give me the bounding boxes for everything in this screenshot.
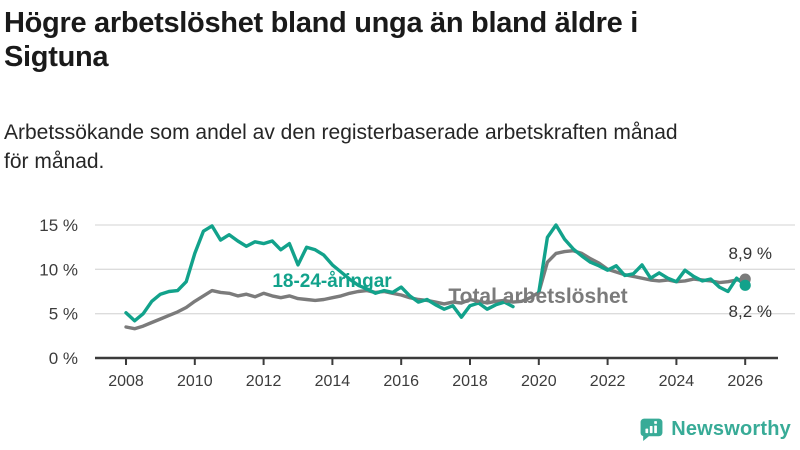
x-axis-label: 2022	[590, 373, 626, 390]
x-axis-label: 2014	[315, 373, 351, 390]
series-line-youth	[124, 223, 747, 323]
title-line-1: Högre arbetslöshet bland unga än bland ä…	[4, 7, 638, 39]
series-line-total	[124, 249, 747, 331]
subtitle-line-1: Arbetssökande som andel av den registerb…	[4, 121, 678, 144]
end-value-label-youth: 8,2 %	[729, 302, 772, 321]
y-axis-label: 10 %	[39, 260, 78, 279]
x-axis-label: 2008	[108, 373, 144, 390]
x-axis-label: 2020	[521, 373, 557, 390]
series-label-youth: 18-24-åringar	[272, 271, 392, 292]
x-axis-label: 2016	[383, 373, 419, 390]
x-axis-label: 2010	[177, 373, 213, 390]
subtitle-line-2: för månad.	[4, 150, 105, 173]
x-axis-label: 2018	[452, 373, 488, 390]
title-line-2: Sigtuna	[4, 41, 109, 73]
x-axis-label: 2026	[727, 373, 763, 390]
page-title: Högre arbetslöshet bland unga än bland ä…	[4, 6, 796, 74]
y-axis-label: 15 %	[39, 216, 78, 235]
newsworthy-logo: Newsworthy	[639, 417, 791, 442]
unemployment-line-chart: 0 % 5 % 10 % 15 % 2008 2010 2012 2014 2016 2018 20…	[39, 216, 795, 390]
x-axis-label: 2012	[246, 373, 282, 390]
end-value-label-total: 8,9 %	[729, 244, 772, 263]
end-dot-youth	[739, 279, 751, 291]
y-axis-label: 0 %	[49, 349, 78, 368]
series-label-total: Total arbetslöshet	[448, 285, 627, 308]
chart-subtitle: Arbetssökande som andel av den registerb…	[4, 118, 796, 176]
x-axis-label: 2024	[659, 373, 695, 390]
newsworthy-logo-icon	[640, 418, 663, 441]
y-axis-label: 5 %	[49, 305, 78, 324]
newsworthy-logo-text: Newsworthy	[671, 418, 791, 440]
